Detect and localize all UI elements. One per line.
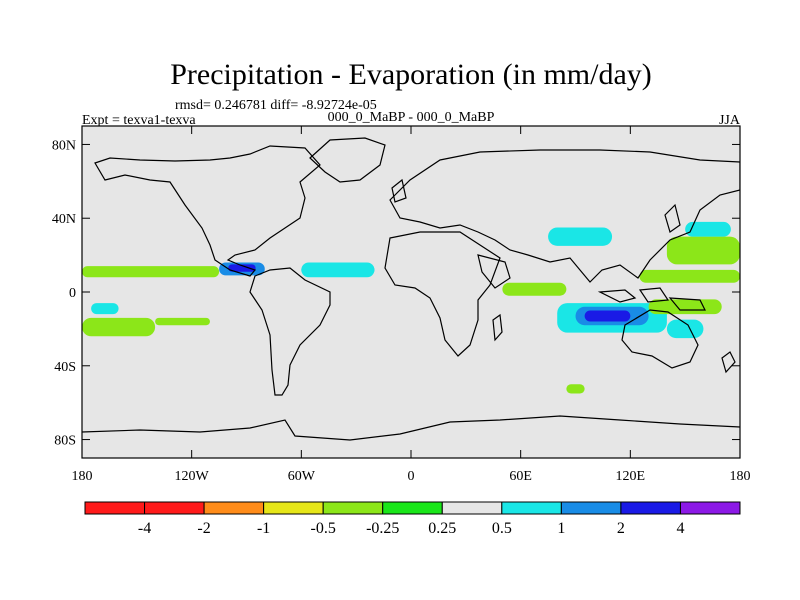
- y-tick-label: 80N: [52, 138, 76, 153]
- y-tick-label: 0: [69, 286, 76, 301]
- x-tick-label: 60W: [288, 469, 316, 484]
- x-tick-label: 180: [72, 469, 93, 484]
- colorbar-label: 2: [617, 520, 625, 537]
- anomaly-southwest-pacific-wet: [666, 319, 704, 339]
- anomaly-southwest-pacific-dry: [648, 299, 722, 315]
- anomaly-east-pacific-itcz-core: [109, 268, 192, 274]
- anomaly-bay-of-bengal-wet: [548, 227, 613, 246]
- plot-background: [82, 126, 740, 458]
- colorbar-label: -0.5: [311, 520, 336, 537]
- colorbar-box: [560, 501, 622, 515]
- period-label: 000_0_MaBP - 000_0_MaBP: [328, 110, 495, 125]
- colorbar-box: [382, 501, 443, 515]
- anomaly-north-pacific-dry: [666, 236, 740, 265]
- colorbar-box: [263, 501, 324, 515]
- colorbar-label: -1: [257, 520, 270, 537]
- x-tick-label: 120W: [175, 469, 210, 484]
- y-tick-label: 40N: [52, 212, 76, 227]
- anomaly-south-pacific-wet: [91, 303, 119, 315]
- colorbar-label: 4: [676, 520, 684, 537]
- anomaly-central-america-wet-core: [228, 264, 256, 272]
- y-tick-label: 80S: [54, 434, 76, 449]
- anomaly-north-pacific-wet: [685, 221, 731, 237]
- x-tick-label: 60E: [509, 469, 532, 484]
- x-tick-label: 180: [730, 469, 751, 484]
- colorbar-box: [144, 501, 205, 515]
- colorbar-label: -0.25: [366, 520, 399, 537]
- colorbar-box: [441, 501, 503, 515]
- colorbar-label: 0.25: [428, 520, 456, 537]
- anomaly-indian-ocean-max: [584, 310, 631, 322]
- coastlines: [82, 137, 740, 441]
- colorbar-label: -4: [138, 520, 151, 537]
- anomaly-west-pacific-dry: [639, 269, 740, 283]
- colorbar-label: 1: [557, 520, 565, 537]
- experiment-label: Expt = texva1-texva: [82, 113, 196, 128]
- anomaly-south-pacific-dry: [82, 317, 156, 337]
- colorbar-box: [203, 501, 265, 515]
- colorbar-box: [84, 501, 146, 515]
- colorbar: -4 -2 -1 -0.5 -0.25 0.25 0.5 1 2 4: [84, 501, 741, 537]
- anomaly-southern-ocean-dry: [566, 384, 585, 394]
- anomaly-equatorial-indian-dry: [502, 282, 567, 296]
- colorbar-label: 0.5: [492, 520, 512, 537]
- season-label: JJA: [719, 113, 741, 128]
- colorbar-label: -2: [197, 520, 210, 537]
- x-tick-label: 0: [408, 469, 415, 484]
- colorbar-box: [501, 501, 562, 515]
- anomaly-atlantic-itcz-edge: [301, 262, 375, 278]
- colorbar-box: [620, 501, 681, 515]
- colorbar-box: [679, 501, 741, 515]
- chart-title: Precipitation - Evaporation (in mm/day): [170, 58, 652, 91]
- anomaly-east-pacific-dry: [155, 317, 210, 326]
- anomaly-regions: [82, 221, 740, 394]
- axis-ticks: 180 120W 60W 0 60E 120E 180 80N 40N 0 40S 80S: [52, 126, 751, 484]
- y-tick-label: 40S: [54, 360, 76, 375]
- colorbar-box: [322, 501, 384, 515]
- x-tick-label: 120E: [616, 469, 646, 484]
- stats-label: rmsd= 0.246781 diff= -8.92724e-05: [175, 98, 377, 113]
